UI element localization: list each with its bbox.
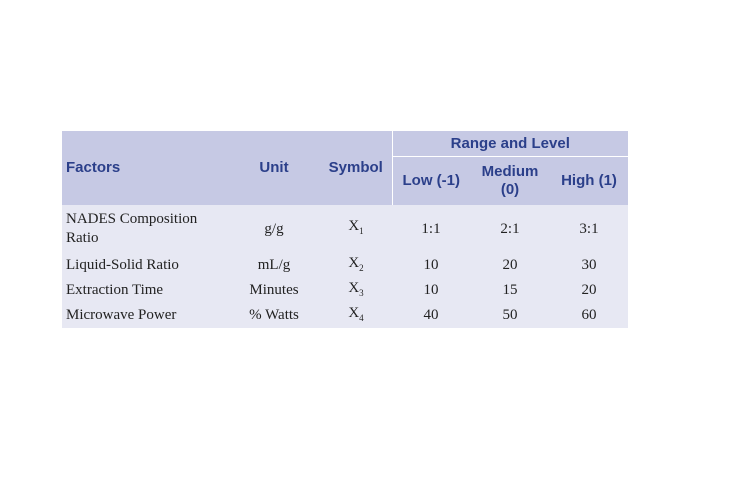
cell-factor: Liquid-Solid Ratio [66,257,179,273]
cell-factor: NADES Composition Ratio [62,205,228,253]
table-body: NADES Composition Ratio g/g X1 1:1 2:1 3… [62,205,628,328]
symbol-letter: X [348,304,360,321]
symbol-subscript: 2 [359,262,364,273]
cell-symbol: X3 [320,278,392,303]
table-row: NADES Composition Ratio g/g X1 1:1 2:1 3… [62,205,628,253]
cell-high: 3:1 [579,220,599,237]
cell-medium: 15 [502,282,518,298]
cell-low: 10 [423,282,439,298]
cell-symbol: X4 [320,303,392,328]
cell-unit: g/g [264,220,284,237]
cell-low: 10 [423,257,439,273]
table-row: Extraction Time Minutes X3 10 15 20 [62,278,628,303]
header-factors: Factors [62,131,228,205]
header-high: High (1) [550,156,629,205]
header-range-and-level: Range and Level [391,131,629,157]
symbol-letter: X [348,254,360,271]
cell-factor-line2: Ratio [66,230,99,246]
cell-factor: Microwave Power [66,307,177,323]
cell-high: 20 [581,282,597,298]
cell-high: 60 [581,307,597,323]
cell-low: 1:1 [421,220,441,237]
factors-table-grid: Factors Unit Symbol Range and Level Low … [62,131,629,328]
factors-table: Factors Unit Symbol Range and Level Low … [62,131,629,328]
symbol-subscript: 1 [359,226,364,236]
cell-high: 30 [581,257,597,273]
cell-symbol: X1 [320,205,392,253]
cell-medium: 2:1 [500,220,520,237]
cell-symbol: X2 [320,253,392,278]
symbol-letter: X [348,279,360,296]
symbol-subscript: 4 [359,312,364,323]
cell-unit: % Watts [249,307,299,323]
header-medium-line1: Medium [481,163,539,180]
cell-low: 40 [423,307,439,323]
symbol-letter: X [348,218,360,234]
cell-unit: Minutes [249,282,299,298]
cell-factor: Extraction Time [66,282,164,298]
symbol-subscript: 3 [359,287,364,298]
header-unit: Unit [228,131,320,205]
cell-unit: mL/g [257,257,291,273]
header-symbol: Symbol [320,131,392,205]
header-low: Low (-1) [391,156,470,205]
cell-medium: 20 [502,257,518,273]
header-medium-line2: (0) [500,181,520,198]
table-row: Liquid-Solid Ratio mL/g X2 10 20 30 [62,253,628,278]
table-row: Microwave Power % Watts X4 40 50 60 [62,303,628,328]
table-header: Factors Unit Symbol Range and Level Low … [62,131,629,205]
cell-factor-line1: NADES Composition [66,211,198,227]
header-medium: Medium (0) [470,156,550,205]
cell-medium: 50 [502,307,518,323]
